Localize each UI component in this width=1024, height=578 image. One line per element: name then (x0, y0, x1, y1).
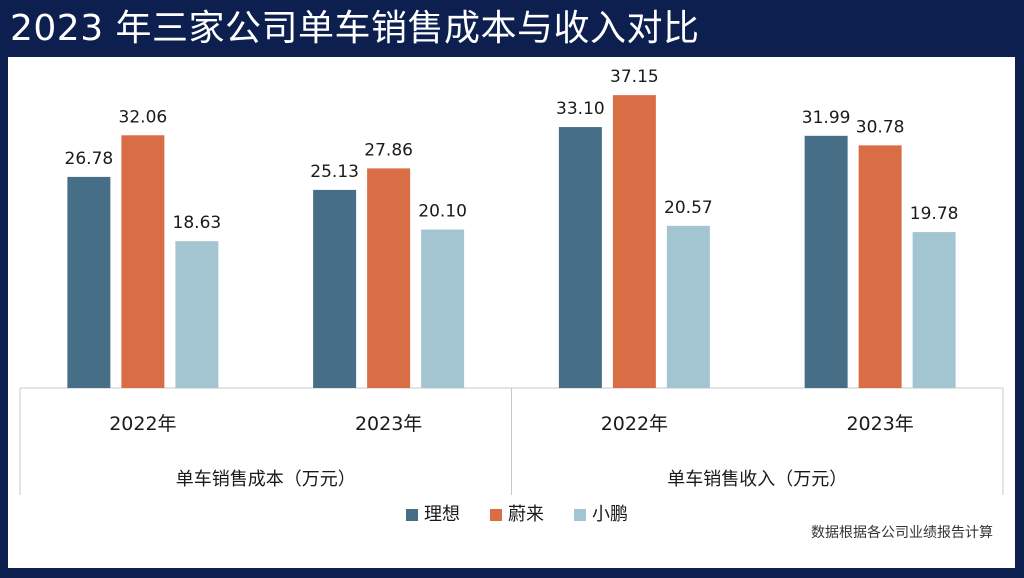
legend-label: 小鹏 (592, 504, 628, 525)
bar (121, 135, 165, 388)
legend-label: 理想 (424, 504, 460, 525)
bar-value-label: 25.13 (310, 162, 359, 182)
bar (858, 145, 902, 388)
bar-value-label: 30.78 (856, 117, 905, 137)
legend-swatch (574, 509, 586, 521)
bar (804, 135, 848, 388)
bar-value-label: 32.06 (119, 107, 168, 127)
bar (313, 189, 357, 388)
category-tick-label: 2023年 (355, 413, 422, 435)
bar (421, 229, 465, 388)
group-label: 单车销售成本（万元） (176, 469, 356, 490)
bar (912, 232, 956, 388)
bar (175, 241, 219, 388)
category-tick-label: 2022年 (601, 413, 668, 435)
legend-swatch (406, 509, 418, 521)
bar-chart: 单车销售成本（万元） 2022年 26.78 32.06 18.63 2023年 25.13… (19, 67, 1004, 525)
bar (558, 127, 602, 388)
bar-value-label: 33.10 (556, 99, 605, 119)
bar (612, 95, 656, 389)
bar-value-label: 19.78 (910, 204, 959, 224)
chart-title: 2023 年三家公司单车销售成本与收入对比 (10, 8, 700, 49)
bar-value-label: 27.86 (364, 140, 413, 160)
bar-value-label: 31.99 (802, 108, 851, 128)
data-source-note: 数据根据各公司业绩报告计算 (811, 525, 993, 541)
legend-label: 蔚来 (508, 504, 544, 525)
chart-panel: 单车销售成本（万元） 2022年 26.78 32.06 18.63 2023年 25.13… (8, 57, 1015, 568)
group-label: 单车销售收入（万元） (667, 469, 847, 490)
bar-value-label: 20.10 (418, 202, 467, 222)
legend-swatch (490, 509, 502, 521)
bar-value-label: 18.63 (173, 213, 222, 233)
category-tick-label: 2023年 (846, 413, 913, 435)
bar (666, 225, 710, 388)
bar-value-label: 20.57 (664, 198, 713, 218)
bar-value-label: 26.78 (65, 149, 114, 169)
bar (367, 168, 411, 388)
bar (67, 176, 111, 388)
category-tick-label: 2022年 (109, 413, 176, 435)
bar-value-label: 37.15 (610, 67, 659, 87)
